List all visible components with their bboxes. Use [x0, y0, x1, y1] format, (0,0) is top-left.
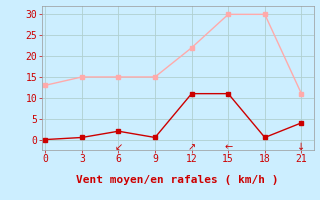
Text: ↓: ↓	[297, 142, 306, 152]
Text: ↙: ↙	[114, 142, 123, 152]
X-axis label: Vent moyen/en rafales ( km/h ): Vent moyen/en rafales ( km/h )	[76, 175, 279, 185]
Text: ←: ←	[224, 142, 232, 152]
Text: ↗: ↗	[188, 142, 196, 152]
